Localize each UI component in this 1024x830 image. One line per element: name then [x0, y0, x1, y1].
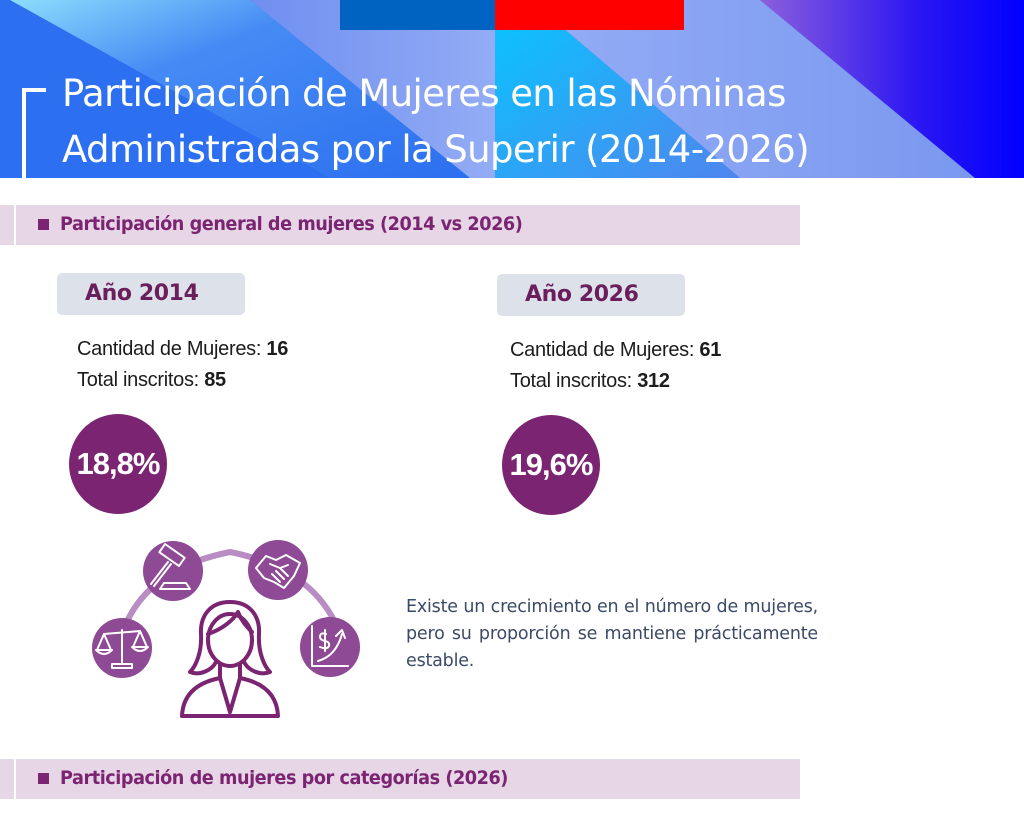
section-bar: [16, 759, 800, 799]
section-bar: [16, 205, 800, 245]
section-header-general: Participación general de mujeres (2014 v…: [0, 205, 800, 245]
handshake-icon: [248, 540, 308, 600]
women-count-label: Cantidad de Mujeres:: [77, 338, 262, 360]
women-count-value: 61: [699, 339, 722, 361]
flag-stripe-blue: [340, 0, 495, 30]
title-bracket-vertical: [22, 88, 26, 178]
section-header-categories: Participación de mujeres por categorías …: [0, 759, 800, 799]
total-registered-value: 312: [637, 370, 670, 392]
summary-text: Existe un crecimiento en el número de mu…: [406, 597, 818, 671]
growth-chart-icon: [300, 617, 360, 677]
page-title-line1: Participación de Mujeres en las Nóminas: [62, 72, 786, 115]
year-pill: Año 2026: [497, 274, 685, 316]
woman-avatar-icon: [180, 600, 280, 718]
page-title-line2: Administradas por la Superir (2014-2026): [62, 128, 810, 171]
women-count-value: 16: [266, 338, 289, 360]
percentage-badge-2026: 19,6%: [502, 415, 600, 515]
percentage-value: 19,6%: [509, 447, 594, 482]
page-title: Participación de Mujeres en las Nóminas …: [62, 66, 982, 178]
section-stub: [0, 759, 14, 799]
percentage-value: 18,8%: [76, 446, 161, 481]
women-count-label: Cantidad de Mujeres:: [510, 339, 695, 361]
illustration: [92, 540, 360, 718]
flag-stripe-red: [495, 0, 684, 30]
women-count: Cantidad de Mujeres: 61: [510, 339, 721, 362]
scales-icon: [92, 618, 152, 678]
header-banner: Participación de Mujeres en las Nóminas …: [0, 0, 1024, 178]
square-bullet-icon: [38, 219, 49, 230]
year-label: Año 2026: [525, 282, 639, 307]
year-pill: Año 2014: [57, 273, 245, 315]
section-stub: [0, 205, 14, 245]
connecting-arc: [117, 548, 345, 641]
section-title: Participación de mujeres por categorías …: [60, 767, 508, 789]
total-registered: Total inscritos: 312: [510, 370, 670, 393]
year-label: Año 2014: [85, 281, 199, 306]
square-bullet-icon: [38, 773, 49, 784]
total-registered-label: Total inscritos:: [77, 369, 199, 391]
percentage-badge-2014: 18,8%: [69, 414, 167, 514]
total-registered-value: 85: [204, 369, 226, 391]
women-count: Cantidad de Mujeres: 16: [77, 338, 288, 361]
total-registered: Total inscritos: 85: [77, 369, 226, 392]
title-bracket: [22, 88, 46, 92]
gavel-icon: [143, 541, 203, 601]
total-registered-label: Total inscritos:: [510, 370, 632, 392]
section-title: Participación general de mujeres (2014 v…: [60, 213, 523, 235]
